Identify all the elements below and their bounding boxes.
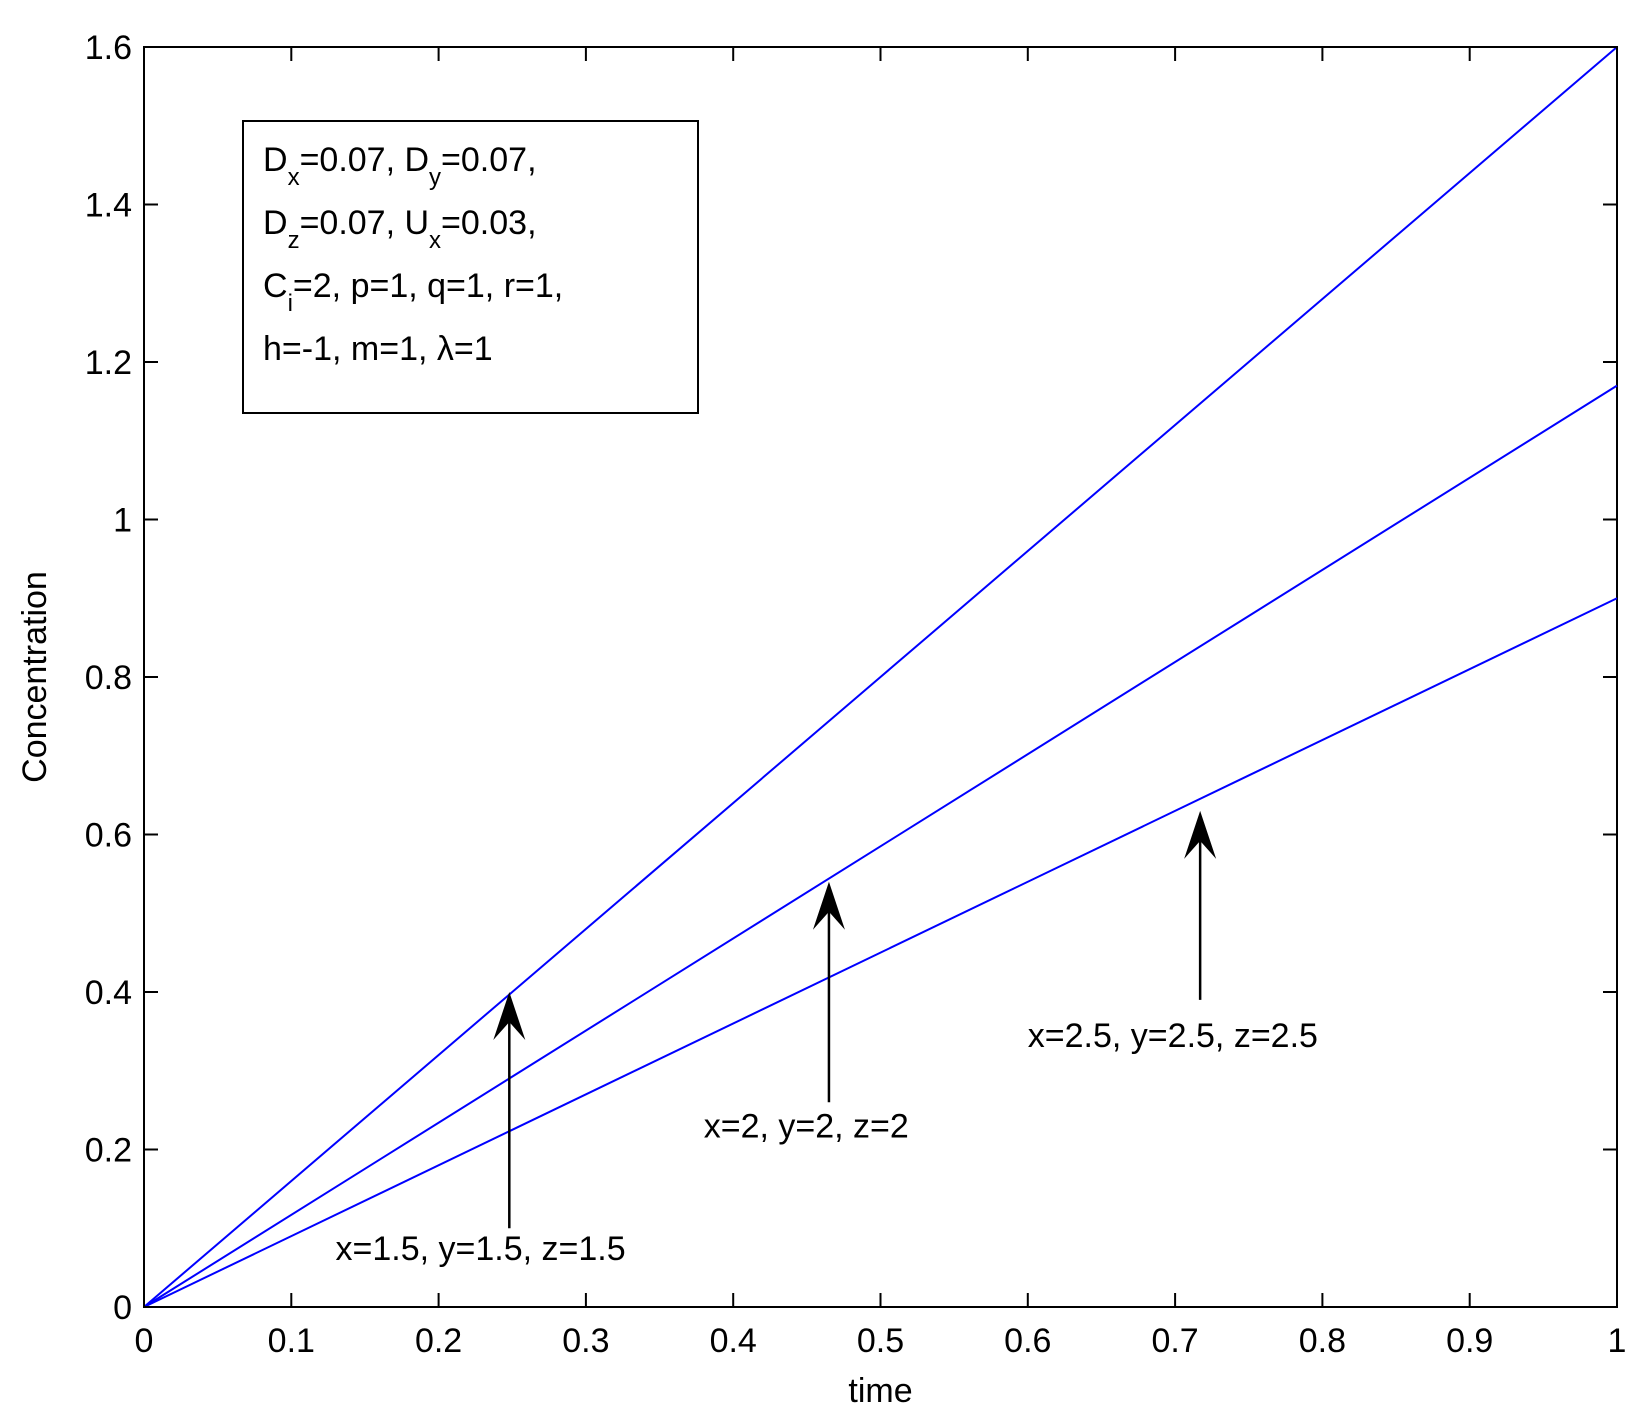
- parameter-text: D: [263, 141, 288, 179]
- x-tick-label: 0.8: [1299, 1322, 1346, 1360]
- parameter-box-frame: [242, 120, 699, 414]
- annotation-layer: x=1.5, y=1.5, z=1.5 x=2, y=2, z=2 x=2.5, y…: [335, 810, 1318, 1268]
- x-tick-label: 0: [135, 1322, 154, 1360]
- parameter-line: Dx=0.07, Dy=0.07,: [263, 141, 537, 191]
- parameter-line: Dz=0.07, Ux=0.03,: [263, 204, 537, 254]
- subscript: x: [429, 227, 441, 254]
- y-tick-label: 0.8: [85, 659, 132, 697]
- y-tick-label: 1.6: [85, 29, 132, 67]
- x-axis-title: time: [848, 1372, 912, 1410]
- series-layer: [143, 46, 1618, 1308]
- x-tick-label: 0.4: [710, 1322, 757, 1360]
- subscript: z: [288, 227, 300, 254]
- parameter-line: h=-1, m=1, λ=1: [263, 330, 493, 368]
- annotation-arrow-head: [493, 992, 526, 1040]
- x-tick-label: 0.2: [415, 1322, 462, 1360]
- parameter-text: =0.07, D: [300, 141, 429, 179]
- x-tick-label: 0.1: [268, 1322, 315, 1360]
- parameter-text: h=-1, m=1, λ=1: [263, 330, 493, 368]
- parameter-text: D: [263, 204, 288, 242]
- series-line-1: [143, 46, 1618, 1308]
- annotation-arrow-head: [1184, 810, 1217, 859]
- subscript: y: [429, 164, 441, 191]
- x-tick-label: 1: [1608, 1322, 1627, 1360]
- x-tick-label: 0.9: [1446, 1322, 1493, 1360]
- parameter-line: Ci=2, p=1, q=1, r=1,: [263, 267, 563, 317]
- y-tick-label: 0.6: [85, 817, 132, 855]
- y-tick-label: 1: [113, 502, 132, 540]
- tick-layer: 0 0.1 0.2 0.3 0.4 0.5 0.6 0.7 0.8 0.9 1 0 0.2 0.4 0.6 0…: [85, 29, 1627, 1360]
- y-tick-label: 1.4: [85, 187, 132, 225]
- y-axis-title: Concentration: [16, 571, 54, 783]
- y-tick-label: 0.2: [85, 1132, 132, 1170]
- y-tick-label: 0.4: [85, 974, 132, 1012]
- annotation-label: x=1.5, y=1.5, z=1.5: [335, 1230, 625, 1268]
- y-tick-label: 0: [113, 1289, 132, 1327]
- x-tick-label: 0.3: [562, 1322, 609, 1360]
- parameter-text: =0.07,: [441, 141, 536, 179]
- annotation-arrow-head: [812, 881, 845, 930]
- y-tick-label: 1.2: [85, 344, 132, 382]
- annotation-label: x=2.5, y=2.5, z=2.5: [1028, 1017, 1318, 1055]
- subscript: i: [288, 290, 293, 317]
- parameter-text: =2, p=1, q=1, r=1,: [293, 267, 563, 305]
- series-line-2: [143, 384, 1618, 1308]
- x-tick-label: 0.7: [1151, 1322, 1198, 1360]
- x-tick-label: 0.6: [1004, 1322, 1051, 1360]
- parameter-box: Dx=0.07, Dy=0.07,Dz=0.07, Ux=0.03,Ci=2, …: [242, 120, 699, 414]
- annotation-label: x=2, y=2, z=2: [704, 1108, 909, 1146]
- subscript: x: [288, 164, 300, 191]
- parameter-text: =0.03,: [441, 204, 536, 242]
- parameter-text: C: [263, 267, 288, 305]
- series-line-3: [143, 597, 1618, 1308]
- x-tick-label: 0.5: [857, 1322, 904, 1360]
- parameter-text: =0.07, U: [300, 204, 429, 242]
